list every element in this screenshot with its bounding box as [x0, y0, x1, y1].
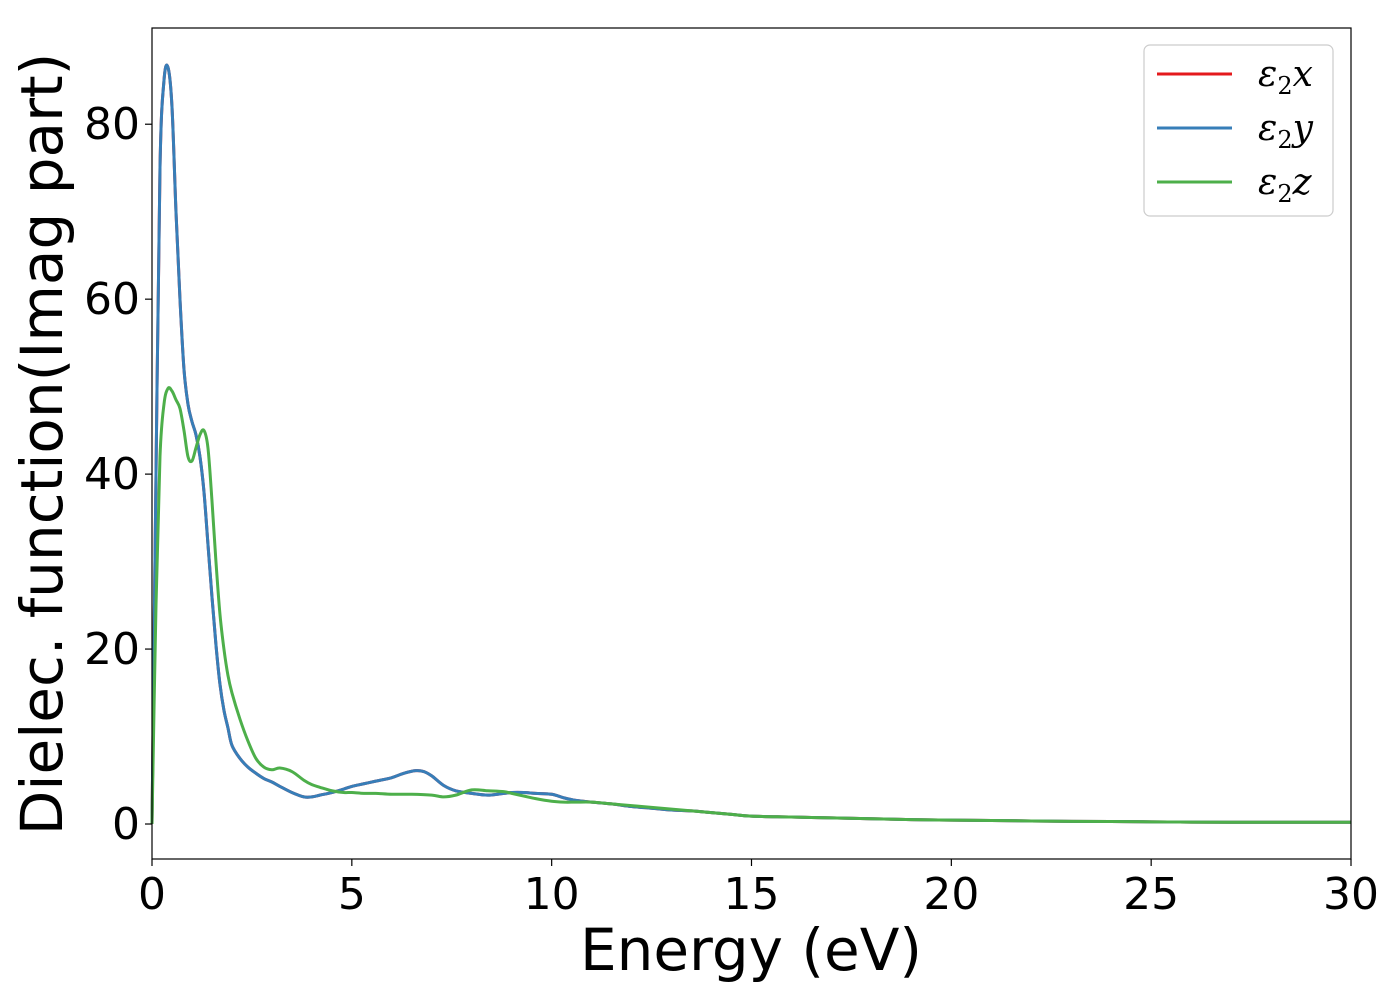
x-tick-label: 20 — [923, 869, 979, 920]
series-layer — [150, 63, 1351, 825]
y-axis-title: Dielec. function(Imag part) — [8, 53, 76, 836]
y-tick-label: 80 — [84, 99, 140, 150]
y-tick-label: 40 — [84, 449, 140, 500]
y-tick-label: 60 — [84, 274, 140, 325]
y-tick-label: 20 — [84, 624, 140, 675]
x-tick-label: 30 — [1323, 869, 1379, 920]
legend-box — [1143, 44, 1334, 217]
y-tick-label: 0 — [112, 799, 140, 850]
legend-label-y: ε2y — [1258, 108, 1314, 154]
legend: ε2x ε2y ε2z — [1143, 44, 1334, 217]
y-axis: 0 20 40 60 80 — [84, 99, 152, 850]
x-tick-label: 5 — [338, 869, 366, 920]
x-tick-label: 25 — [1123, 869, 1179, 920]
x-tick-label: 10 — [524, 869, 580, 920]
x-tick-label: 0 — [138, 869, 166, 920]
series-line-z — [150, 386, 1351, 825]
legend-label-z: ε2z — [1258, 162, 1313, 208]
x-axis: 0 5 10 15 20 25 30 — [138, 859, 1379, 920]
x-axis-title: Energy (eV) — [580, 916, 922, 984]
x-tick-label: 15 — [724, 869, 780, 920]
legend-label-x: ε2x — [1258, 54, 1313, 100]
